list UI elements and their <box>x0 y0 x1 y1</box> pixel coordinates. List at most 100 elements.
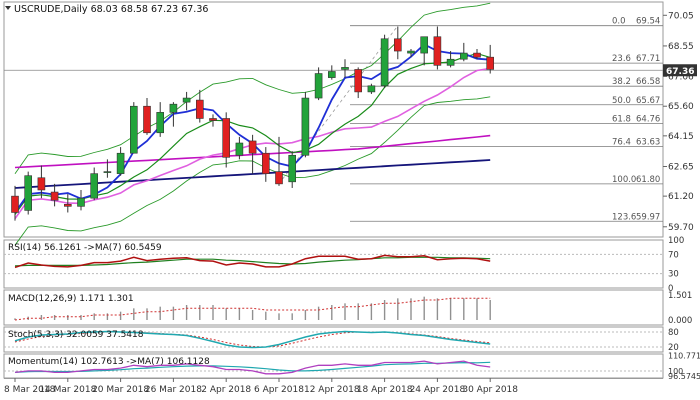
candle-body <box>90 173 98 199</box>
fib-ratio-label: 76.4 <box>612 137 631 147</box>
candle-body <box>459 52 468 60</box>
candle-body <box>222 118 230 158</box>
stoch-tick-label: 20 <box>668 343 679 353</box>
stoch-tick-label: 80 <box>668 328 679 338</box>
x-tick-label: 14 Mar 2018 <box>39 385 96 395</box>
x-tick-label: 8 Mar 2018 <box>4 385 56 395</box>
y-tick-label: 67.06 <box>668 72 694 82</box>
stoch-title: Stoch(5,3,3) 32.0059 37.5418 <box>8 330 144 340</box>
momentum-line <box>14 360 491 375</box>
y-tick-label: 64.15 <box>668 132 694 142</box>
candle-body <box>486 56 495 70</box>
candle-body <box>380 38 389 87</box>
macd-title: MACD(12,26,9) 1.171 1.301 <box>8 294 134 304</box>
y-tick-label: 65.60 <box>668 102 694 112</box>
x-axis-line <box>4 378 663 379</box>
candle-body <box>433 36 442 66</box>
candle-body <box>275 171 283 185</box>
x-tick-label: 12 Apr 2018 <box>304 385 360 395</box>
candle-body <box>103 171 112 173</box>
candle-body <box>314 73 323 99</box>
candle-body <box>77 197 85 207</box>
chevron-down-icon <box>5 6 11 10</box>
panel-frame-macd <box>3 289 664 326</box>
y-tick-label: 70.05 <box>668 11 694 21</box>
x-tick-label: 18 Apr 2018 <box>357 385 413 395</box>
panel-frame-stoch <box>3 326 664 353</box>
fib-ratio-label: 123.6 <box>612 212 636 222</box>
fib-value-label: 61.80 <box>636 175 660 185</box>
candle-body <box>248 140 257 154</box>
x-tick-label: 24 Apr 2018 <box>410 385 466 395</box>
fib-ratio-label: 23.6 <box>612 54 631 64</box>
candle-body <box>354 69 363 93</box>
panel-frame-main <box>3 1 664 238</box>
rsi-line <box>14 254 491 269</box>
x-tick-label: 6 Apr 2018 <box>254 385 304 395</box>
candle-body <box>327 71 336 78</box>
fib-value-label: 66.58 <box>636 77 660 87</box>
candle-body <box>64 204 72 207</box>
fib-ratio-label: 0.0 <box>612 17 626 27</box>
candle-body <box>156 112 164 134</box>
y-tick-label: 68.55 <box>668 42 694 52</box>
candle-body <box>143 105 151 134</box>
rsi-tick-label: 70 <box>668 250 679 260</box>
momentum-tick-label: 100 <box>668 367 683 376</box>
candle-body <box>473 52 481 58</box>
candle-body <box>261 152 270 174</box>
last-price-label: 67.36 <box>666 67 694 77</box>
rsi-tick-label: 100 <box>668 236 684 246</box>
candle-body <box>367 85 376 93</box>
candle-body <box>182 97 191 103</box>
x-tick-label: 20 Mar 2018 <box>92 385 149 395</box>
sma-green <box>14 52 491 215</box>
candle-body <box>196 99 204 119</box>
momentum-tick-label: 96.5745 <box>668 372 700 381</box>
fib-anchor-line <box>278 25 399 185</box>
candle-body <box>169 103 178 113</box>
momentum-title: Momentum(14) 102.7613 ->MA(7) 106.1128 <box>8 357 210 367</box>
candle-body <box>446 58 455 66</box>
fib-value-label: 69.54 <box>636 17 660 27</box>
candle-body <box>24 175 33 211</box>
rsi-tick-label: 0 <box>668 284 673 294</box>
fib-value-label: 59.97 <box>636 212 660 222</box>
momentum-ma-line <box>14 361 491 373</box>
x-tick-label: 2 Apr 2018 <box>201 385 251 395</box>
y-tick-label: 59.70 <box>668 223 694 233</box>
candle-body <box>407 50 415 54</box>
x-tick-label: 26 Mar 2018 <box>145 385 202 395</box>
last-price-box <box>663 64 697 77</box>
rsi-tick-label: 30 <box>668 270 679 280</box>
fib-ratio-label: 38.2 <box>612 77 631 87</box>
candle-body <box>11 195 19 213</box>
candle-body <box>37 177 46 191</box>
candle-body <box>130 105 138 154</box>
candle-body <box>420 36 429 54</box>
main-title: USCRUDE,Daily 68.03 68.58 67.23 67.36 <box>14 4 208 15</box>
fib-ratio-label: 61.8 <box>612 114 631 124</box>
fib-value-label: 65.67 <box>636 96 660 106</box>
fib-value-label: 63.63 <box>636 137 660 147</box>
macd-tick-label: 0.000 <box>668 316 692 326</box>
candle-body <box>288 154 297 183</box>
stoch-k-line <box>14 330 491 349</box>
candle-body <box>393 38 402 52</box>
candle-body <box>301 97 310 156</box>
candle-body <box>235 142 244 156</box>
macd-signal-line <box>14 297 491 321</box>
fib-ratio-label: 100.0 <box>612 175 636 185</box>
x-tick-label: 30 Apr 2018 <box>462 385 518 395</box>
rsi-title: RSI(14) 56.1261 ->MA(7) 60.5459 <box>8 243 162 253</box>
y-tick-label: 62.65 <box>668 163 694 173</box>
candle-body <box>341 67 349 70</box>
fib-value-label: 67.71 <box>636 54 660 64</box>
fib-ratio-label: 50.0 <box>612 96 631 106</box>
bollinger-upper <box>14 2 491 174</box>
macd-tick-label: 1.501 <box>668 291 692 301</box>
panel-frame-rsi <box>3 239 664 289</box>
